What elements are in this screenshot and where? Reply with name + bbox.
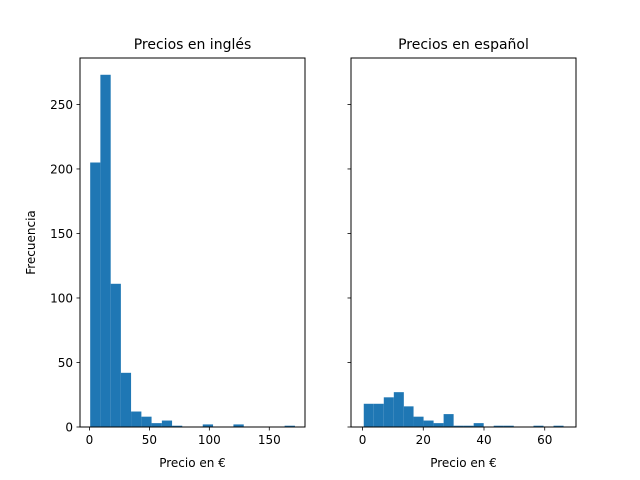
histogram-bar bbox=[284, 425, 295, 427]
histogram-bar bbox=[533, 425, 544, 427]
subplot-title: Precios en inglés bbox=[134, 37, 252, 53]
x-tick-label: 20 bbox=[416, 433, 431, 447]
histogram-bar bbox=[110, 283, 121, 427]
x-axis-label: Precio en € bbox=[430, 456, 497, 470]
y-tick-label: 150 bbox=[50, 227, 73, 241]
histogram-bar bbox=[90, 162, 101, 427]
histogram-bar bbox=[453, 425, 464, 427]
histogram-bar bbox=[383, 397, 394, 427]
y-axis-label: Frecuencia bbox=[24, 210, 38, 275]
y-tick-label: 250 bbox=[50, 98, 73, 112]
histogram-bar bbox=[100, 74, 111, 427]
histogram-bar bbox=[373, 403, 384, 427]
x-tick-label: 60 bbox=[537, 433, 552, 447]
histogram-bar bbox=[493, 425, 504, 427]
histogram-bar bbox=[443, 414, 454, 427]
y-axis-ticks: 0 50 100 150 200 250 bbox=[50, 98, 80, 435]
subplot-precios-espanol: Precios en español 0 20 40 60 Precio en € bbox=[347, 37, 577, 470]
histogram-bar bbox=[233, 424, 244, 427]
y-tick-label: 0 bbox=[65, 421, 73, 435]
histogram-bar bbox=[503, 425, 514, 427]
histogram-bar bbox=[553, 425, 564, 427]
x-axis-label: Precio en € bbox=[159, 456, 226, 470]
histogram-bar bbox=[202, 424, 214, 427]
histogram-bar bbox=[393, 392, 404, 427]
x-tick-label: 40 bbox=[476, 433, 491, 447]
histogram-bar bbox=[141, 416, 152, 427]
histogram-bar bbox=[151, 423, 162, 427]
histogram-bar bbox=[473, 423, 484, 427]
histogram-bar bbox=[120, 372, 132, 427]
x-tick-label: 50 bbox=[142, 433, 157, 447]
plot-frame bbox=[79, 57, 306, 428]
histogram-bar bbox=[413, 416, 424, 427]
histogram-bar bbox=[161, 420, 173, 427]
histogram-bar bbox=[433, 423, 444, 427]
x-tick-label: 0 bbox=[359, 433, 367, 447]
histogram-bars bbox=[90, 74, 295, 427]
x-axis-ticks: 0 50 100 150 bbox=[86, 427, 281, 447]
y-tick-label: 50 bbox=[58, 356, 73, 370]
subplot-title: Precios en español bbox=[398, 37, 529, 53]
histogram-bar bbox=[423, 420, 434, 427]
histogram-bar bbox=[463, 425, 474, 427]
histogram-bar bbox=[403, 406, 414, 427]
x-axis-ticks: 0 20 40 60 bbox=[359, 427, 552, 447]
histogram-bars bbox=[363, 392, 564, 427]
x-tick-label: 100 bbox=[198, 433, 221, 447]
x-tick-label: 150 bbox=[258, 433, 281, 447]
y-tick-label: 200 bbox=[50, 162, 73, 176]
x-tick-label: 0 bbox=[86, 433, 94, 447]
plot-frame bbox=[350, 57, 577, 428]
subplot-precios-ingles: Precios en inglés 0 50 100 150 0 50 100 150 200… bbox=[24, 37, 306, 470]
y-axis-ticks bbox=[347, 104, 351, 428]
histogram-bar bbox=[131, 411, 142, 427]
histogram-bar bbox=[172, 425, 183, 427]
histogram-bar bbox=[363, 403, 374, 427]
y-tick-label: 100 bbox=[50, 291, 73, 305]
